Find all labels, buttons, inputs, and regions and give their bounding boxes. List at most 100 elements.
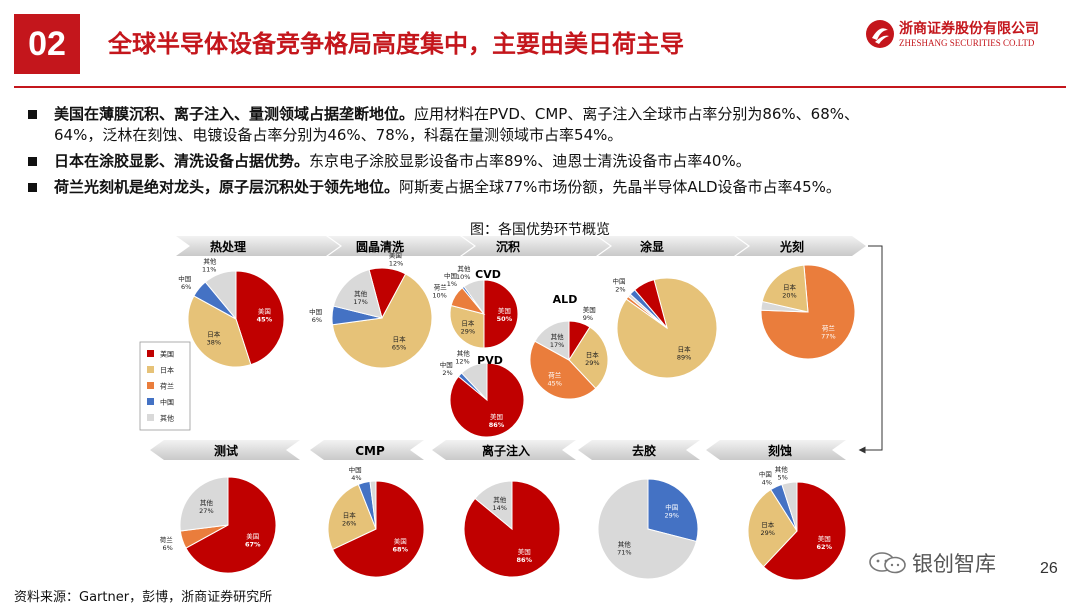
pie-label-name: 美国 [583,305,596,314]
pie-label-value: 6% [312,316,322,324]
pie-label-value: 68% [393,545,409,553]
pie-label-value: 6% [181,283,191,291]
pie-label-value: 89% [677,354,691,362]
pie-label-value: 29% [760,529,774,537]
step-label-heat-treatment: 热处理 [210,239,246,254]
watermark-text: 银创智库 [912,552,996,576]
pie-label-name: 中国 [309,307,322,316]
step-chevron [598,236,748,256]
pie-label-value: 10% [432,291,446,299]
process-diagram: 热处理 圆晶清洗 沉积 涂显 光刻 测试 CMP 离子注入 去胶 刻蚀 美国日本… [139,236,883,581]
pie-slice-us [762,481,847,581]
bullet-us-bold: 美国在薄膜沉积、离子注入、量测领域占据垄断地位。 [54,105,415,123]
pie-label-name: 美国 [246,532,259,541]
step-label-lithography: 光刻 [779,239,804,254]
legend-label-jp: 日本 [160,366,174,375]
pie-label-value: 29% [585,359,599,367]
company-name-en: ZHESHANG SECURITIES CO.LTD [899,38,1035,48]
pie-slice-other [463,279,485,316]
pie-label-name: 日本 [678,345,692,354]
pie-slice-us [483,279,519,349]
pie-label-name: 其他 [203,256,217,265]
step-chevron [736,236,866,256]
pie-slice-other [474,480,513,531]
bullet-us: 美国在薄膜沉积、离子注入、量测领域占据垄断地位。应用材料在PVD、CMP、离子注… [22,104,1062,146]
step-chevron [432,440,576,460]
pie-label-name: 美国 [818,534,831,543]
legend-label-other: 其他 [160,414,174,423]
pie-label-value: 71% [617,548,631,556]
pie-label-name: 日本 [207,329,221,338]
step-chevron [578,440,700,460]
pie-title-cvd: CVD [475,268,501,281]
pie-slice-other [204,270,237,321]
pie-label-value: 29% [461,328,475,336]
pie-label-name: 美国 [389,250,402,259]
step-label-etching: 刻蚀 [768,443,792,458]
step-label-cmp: CMP [355,444,385,458]
pie-label-value: 12% [455,357,469,365]
pie-slice-other [781,481,798,532]
pie-label-value: 2% [615,286,625,294]
legend-label-nl: 荷兰 [160,382,174,391]
flow-connector [858,245,883,454]
pie-label-name: 日本 [343,510,357,519]
pie-label-name: 荷兰 [434,282,448,291]
pie-slice-other [179,476,229,532]
pie-label-value: 20% [782,292,796,300]
bullet-marker [28,183,37,192]
bullet-jp-text: 东京电子涂胶显影设备市占率89%、迪恩士清洗设备市占率40%。 [309,152,751,170]
pie-slice-us [634,279,668,329]
pie-label-name: 中国 [444,271,457,280]
pie-label-value: 86% [489,421,505,429]
pie-slice-other [332,269,383,319]
pie-slice-us [185,476,277,574]
pie-label-value: 1% [447,280,457,288]
pie-label-value: 11% [202,265,216,273]
step-label-ion-implant: 离子注入 [482,443,530,458]
pie-charts: 美国45%日本38%中国6%其他11%美国12%日本65%中国6%其他17%美国… [160,250,856,581]
company-logo: 浙商证券股份有限公司 ZHESHANG SECURITIES CO.LTD [865,16,1065,56]
legend-swatch-us [147,350,154,357]
bullet-us-text-2: 64%，泛林在刻蚀、电镀设备占率分别为46%、78%，科磊在量测领域市占率54%… [54,126,623,144]
pie-label-name: 其他 [493,495,507,504]
bullet-list: 美国在薄膜沉积、离子注入、量测领域占据垄断地位。应用材料在PVD、CMP、离子注… [22,104,1062,203]
pie-label-value: 26% [342,519,356,527]
pie-slice-nl [760,264,856,360]
legend-swatch-other [147,414,154,421]
page-title: 全球半导体设备竞争格局高度集中，主要由美日荷主导 [108,30,684,58]
step-chevron [706,440,846,460]
step-label-testing: 测试 [214,443,238,458]
pie-label-name: 日本 [783,283,797,292]
figure-title: 图：各国优势环节概览 [470,222,610,238]
pie-label-name: 日本 [586,350,600,359]
pie-label-value: 38% [207,338,221,346]
pie-label-value: 2% [442,369,452,377]
pie-label-name: 美国 [490,412,503,421]
pie-slice-cn [647,478,699,543]
step-label-deposition: 沉积 [496,239,520,254]
slide-number-badge: 02 [14,14,80,74]
pie-label-name: 其他 [457,264,471,273]
pie-label-value: 6% [162,544,172,552]
wechat-icon [869,552,906,574]
pie-label-value: 45% [257,316,273,324]
top-step-banner: 热处理 圆晶清洗 沉积 涂显 光刻 [176,236,866,256]
pie-label-name: 中国 [178,274,191,283]
pie-slice-jp [449,304,485,349]
pie-label-name: 日本 [393,335,407,344]
pie-label-value: 27% [199,507,213,515]
legend-swatch-jp [147,366,154,373]
pie-label-value: 4% [762,479,772,487]
pie-label-name: 荷兰 [548,371,562,380]
pie-label-value: 45% [547,380,561,388]
pie-title-ald: ALD [553,293,578,306]
legend-swatch-cn [147,398,154,405]
pie-label-name: 中国 [665,503,678,512]
pie-label-value: 50% [497,315,513,323]
